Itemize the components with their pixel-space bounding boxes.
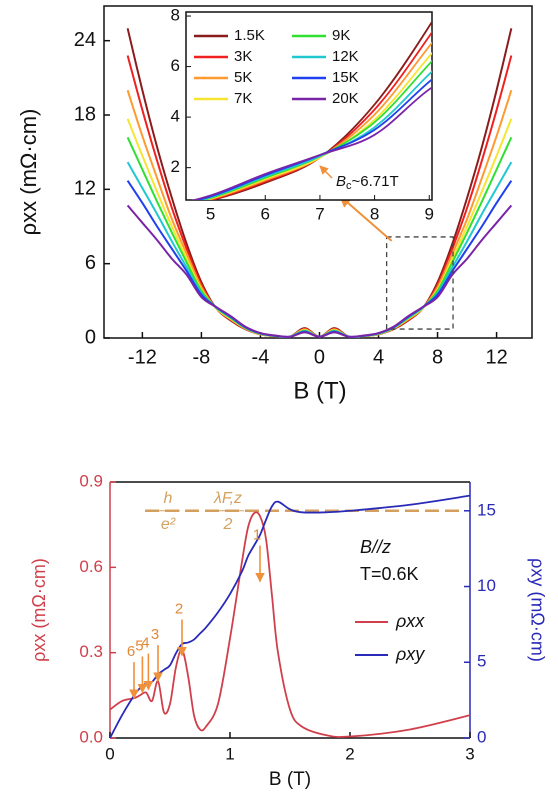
x-tick-label: 2 xyxy=(345,744,354,763)
inset-y-tick-label: 8 xyxy=(171,6,180,25)
series-line xyxy=(194,78,432,200)
series-line xyxy=(201,51,432,200)
marker-label: 5 xyxy=(135,637,143,654)
x-tick-label: 4 xyxy=(373,346,384,368)
marker-label: 4 xyxy=(141,635,149,652)
series-group xyxy=(197,70,432,200)
y2-tick-label: 5 xyxy=(477,652,486,671)
legend-label: 1.5K xyxy=(234,27,265,44)
y-tick-label: 0.0 xyxy=(79,727,103,746)
y-tick-label: 0.6 xyxy=(79,557,103,576)
series-line xyxy=(191,86,432,200)
inset-x-tick-label: 6 xyxy=(261,204,270,223)
x-tick-label: 1 xyxy=(225,744,234,763)
y-tick-label: 0 xyxy=(85,326,96,348)
annotation: B//z xyxy=(360,537,391,557)
x-tick-label: 0 xyxy=(314,346,325,368)
annotation-arrow xyxy=(319,165,333,179)
marker-label: 6 xyxy=(127,643,135,660)
series-line xyxy=(199,59,432,200)
annotation-part: c xyxy=(346,180,352,192)
inset-x-tick-label: 8 xyxy=(370,204,379,223)
annotation: T=0.6K xyxy=(360,564,419,584)
x-tick-label: 0 xyxy=(105,744,114,763)
inset-x-tick-label: 7 xyxy=(315,204,324,223)
legend-label: 9K xyxy=(332,27,350,44)
y-tick-label: 18 xyxy=(74,103,96,125)
series-line xyxy=(110,511,470,738)
series-line xyxy=(126,204,513,338)
series-line xyxy=(197,70,432,200)
marker-label: 1 xyxy=(253,527,261,544)
y-tick-label: 6 xyxy=(85,252,96,274)
x-tick-label: -4 xyxy=(252,346,270,368)
x-axis-label: B (T) xyxy=(269,769,311,790)
x-tick-label: 3 xyxy=(465,744,474,763)
marker-label: 3 xyxy=(151,626,159,643)
annotation-part: ~6.71T xyxy=(352,173,399,190)
inset-y-tick-label: 6 xyxy=(171,56,180,75)
y2-tick-label: 10 xyxy=(477,576,496,595)
inset-x-tick-label: 5 xyxy=(206,204,215,223)
legend-label: ρxx xyxy=(395,611,425,631)
y2-tick-label: 0 xyxy=(477,727,486,746)
y-axis-label: ρxx (mΩ·cm) xyxy=(16,109,41,236)
reference-label: λF,z xyxy=(213,490,242,507)
legend-label: ρxy xyxy=(395,644,425,664)
legend-label: 12K xyxy=(332,48,359,65)
x-tick-label: 8 xyxy=(432,346,443,368)
inset-y-tick-label: 4 xyxy=(171,107,180,126)
annotation: Bc~6.71T xyxy=(336,173,399,192)
marker-label: 2 xyxy=(175,600,183,617)
y-tick-label: 0.9 xyxy=(79,471,103,490)
reference-label: 2 xyxy=(223,516,233,533)
inset-x-tick-label: 9 xyxy=(425,204,434,223)
y-tick-label: 12 xyxy=(74,178,96,200)
y-axis-label: ρxx (mΩ·cm) xyxy=(29,558,49,662)
legend-label: 5K xyxy=(234,69,252,86)
x-axis-label: B (T) xyxy=(293,377,346,404)
inset-frame xyxy=(185,11,433,201)
plot-frame xyxy=(103,5,533,339)
series-group xyxy=(194,78,432,200)
y2-tick-label: 15 xyxy=(477,500,496,519)
series-group xyxy=(199,59,432,200)
series-group xyxy=(126,204,513,338)
legend-label: 3K xyxy=(234,48,252,65)
legend-label: 20K xyxy=(332,90,359,107)
x-tick-label: -12 xyxy=(128,346,157,368)
annotation-part: B xyxy=(336,173,346,190)
legend-label: 7K xyxy=(234,90,252,107)
series-group xyxy=(191,86,432,200)
zoom-arrow xyxy=(339,195,393,242)
legend-label: 15K xyxy=(332,69,359,86)
x-tick-label: -8 xyxy=(193,346,211,368)
zoom-box xyxy=(385,236,454,330)
y-tick-label: 0.3 xyxy=(79,642,103,661)
x-tick-label: 12 xyxy=(485,346,507,368)
series-group xyxy=(201,51,432,200)
reference-label: e² xyxy=(161,516,176,533)
inset-y-tick-label: 2 xyxy=(171,157,180,176)
y-tick-label: 24 xyxy=(74,29,96,51)
y2-axis-label: ρxy (mΩ·cm) xyxy=(527,558,547,662)
reference-label: h xyxy=(164,490,173,507)
series-group xyxy=(110,511,470,738)
